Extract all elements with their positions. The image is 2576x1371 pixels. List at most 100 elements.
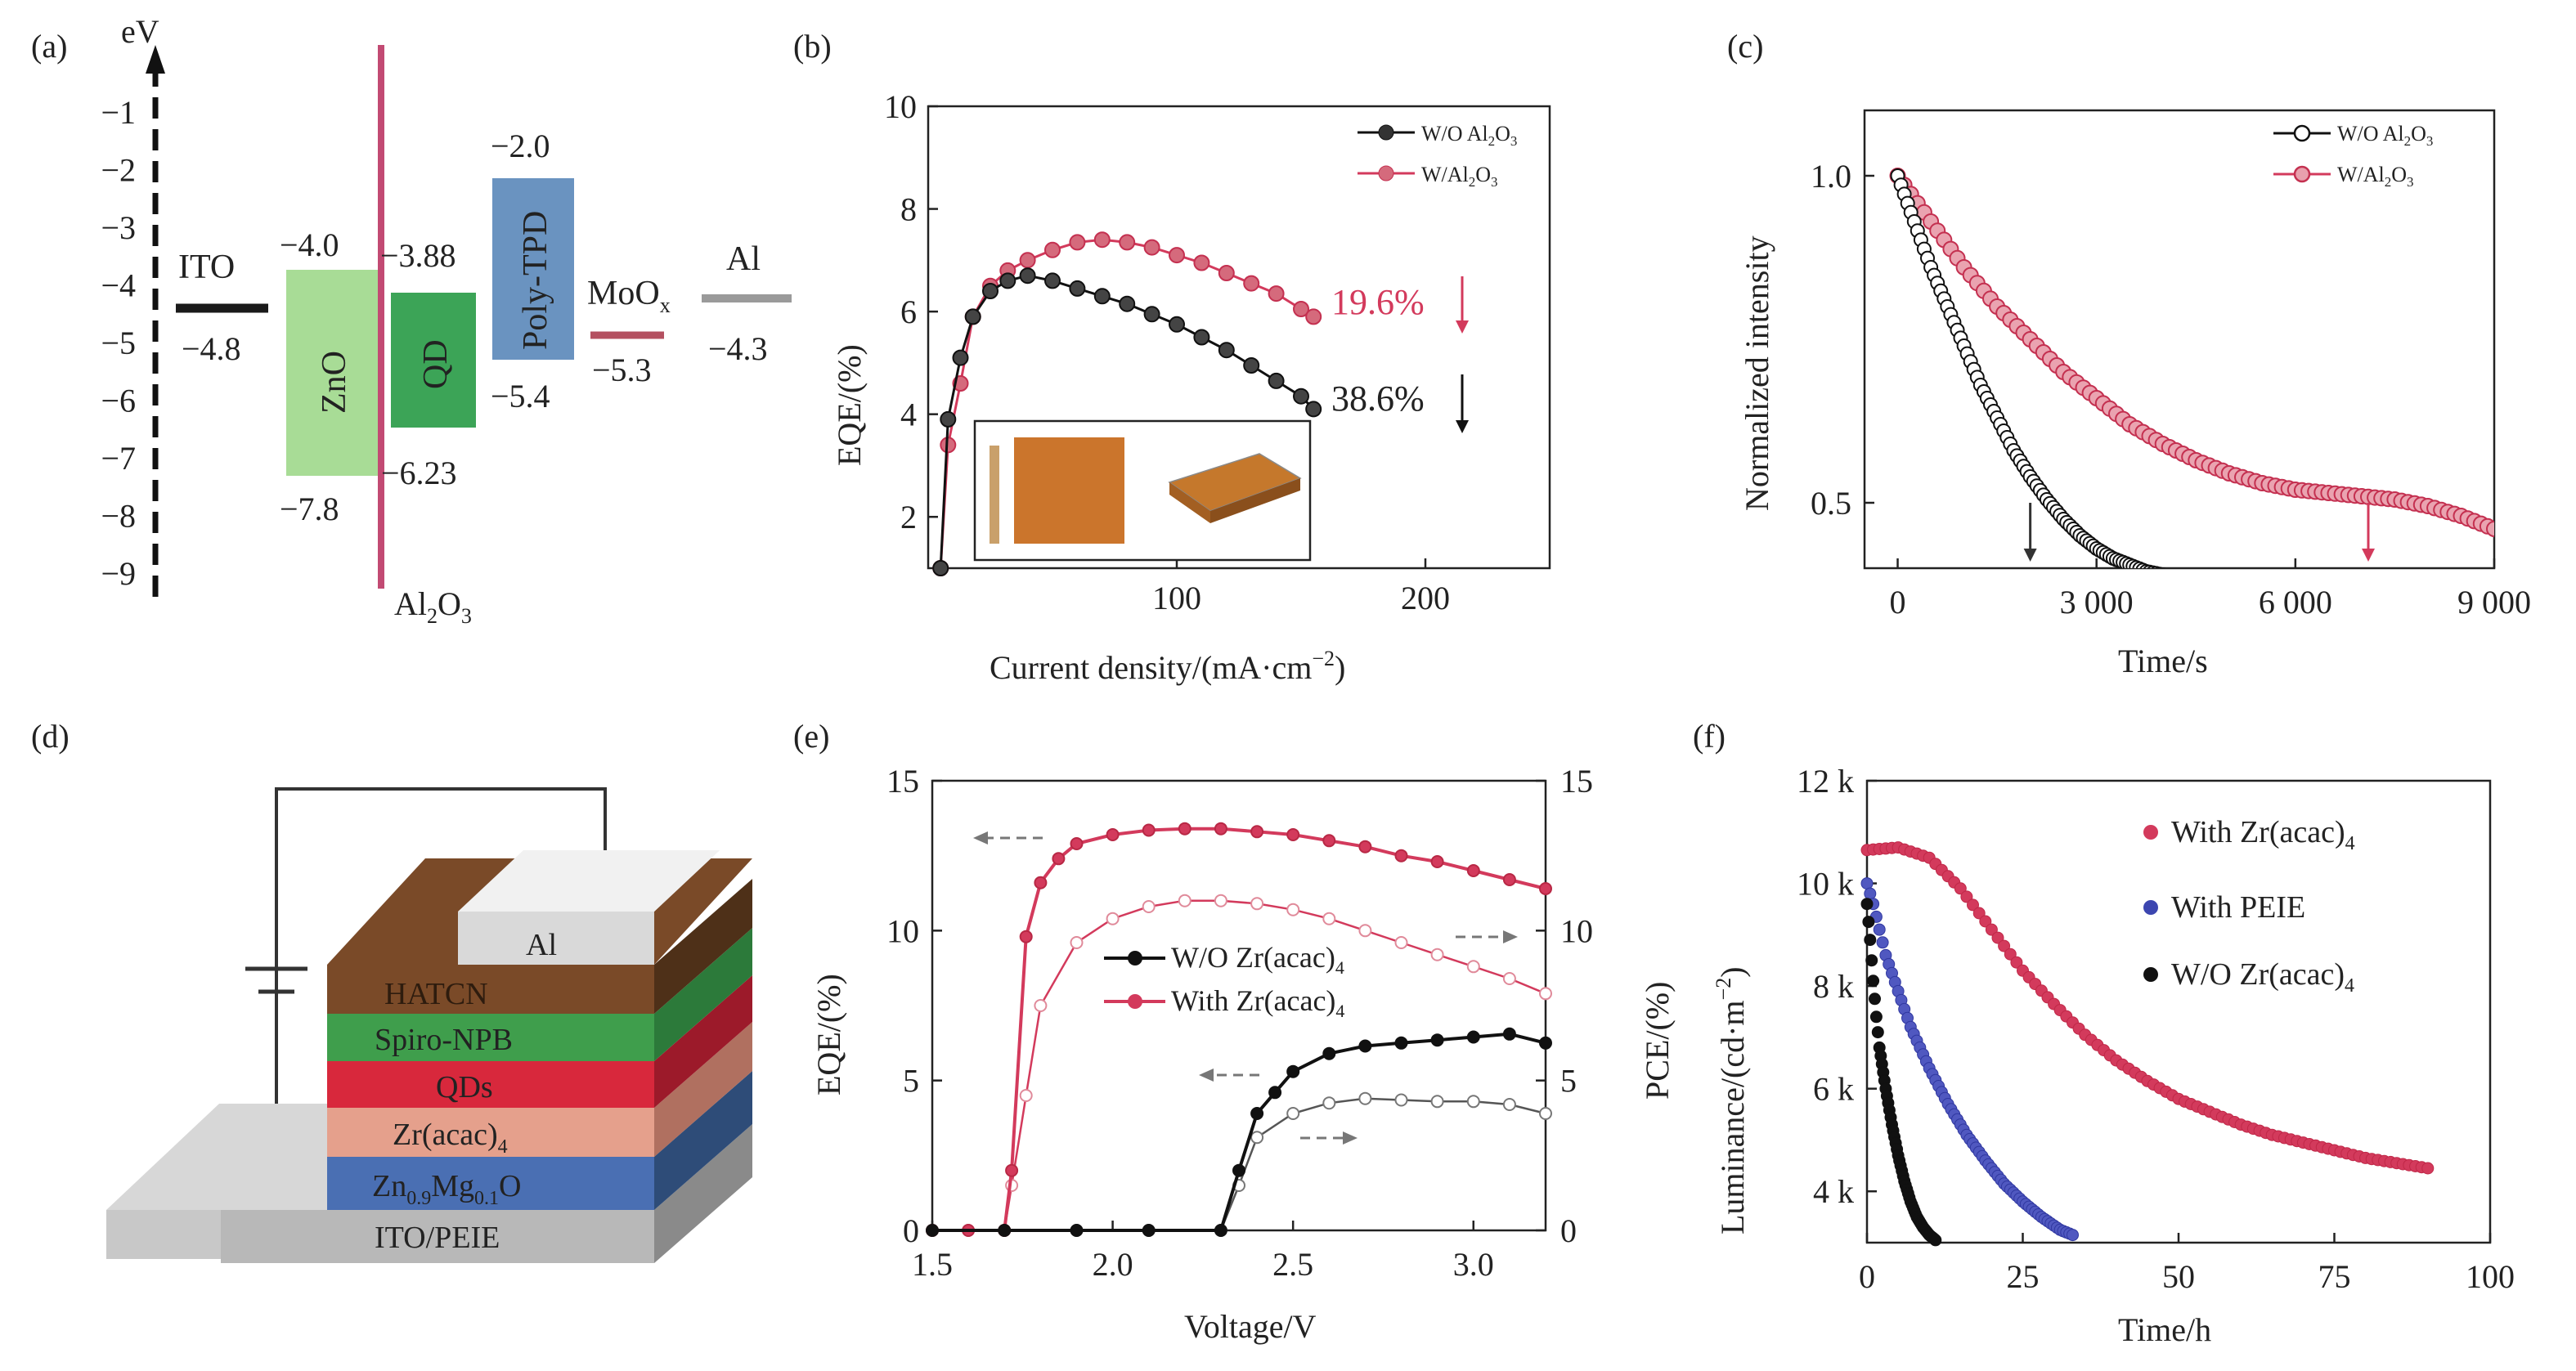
series-wo-zr-pce-point [1502, 1098, 1516, 1111]
arrowhead-eqe-with [973, 831, 988, 845]
legend-marker-wo-zr-f [2143, 967, 2158, 982]
zno-top-value: −4.0 [280, 226, 339, 263]
y-tick-label: 4 k [1813, 1173, 1854, 1210]
series-wo-al2o3-point [964, 308, 981, 325]
legend-marker-with-zr-f [2143, 825, 2158, 840]
series-wo-zr-f-point [1869, 1010, 1883, 1024]
series-wo-zr-pce-point [1250, 1131, 1264, 1145]
plot-b-ticks: 100 200 2 4 6 8 10 [884, 88, 1450, 616]
x-tick-label: 0 [1859, 1258, 1875, 1295]
series-w-al2o3-point [1305, 308, 1322, 325]
series-peie-f-point [1873, 923, 1886, 936]
series-wo-al2o3-point [1268, 372, 1285, 389]
poly-tpd-top-value: −2.0 [491, 128, 550, 164]
series-with-zr-eqe-point [1106, 828, 1120, 841]
energy-axis-unit: eV [121, 13, 159, 50]
series-with-zr-f-point [1998, 939, 2011, 952]
series-wo-zr-eqe-point [1394, 1036, 1408, 1050]
y-tick-label-left: 5 [903, 1063, 919, 1100]
series-with-zr-eqe-point [1019, 930, 1033, 943]
y-tick-label-left: 10 [886, 912, 919, 949]
series-with-zr-eqe-point [1286, 828, 1300, 841]
x-tick-label: 6 000 [2259, 584, 2332, 621]
series-peie-f-point [2067, 1229, 2079, 1242]
series-wo-zr-eqe-point [1286, 1064, 1300, 1078]
al2o3-label: Al2O3 [394, 585, 472, 628]
series-with-zr-pce-point [1502, 972, 1516, 985]
legend-label-wo-al2o3-c: W/O Al2O3 [2337, 122, 2433, 149]
series-with-zr-pce-point [1286, 903, 1300, 916]
series-wo-al2o3-point [1044, 272, 1061, 289]
series-with-zr-pce-point [1019, 1089, 1033, 1102]
series-with-zr-eqe-point [1034, 876, 1048, 889]
device-stack [221, 850, 752, 1263]
series-with-zr-pce-point [1430, 948, 1444, 961]
legend-marker-peie-f [2143, 900, 2158, 915]
energy-tick-labels: −1 −2 −3 −4 −5 −6 −7 −8 −9 [101, 94, 136, 592]
series-peie-f-point [1860, 877, 1874, 890]
series-wo-zr-eqe-point [1358, 1039, 1372, 1053]
y-tick-label: 6 k [1813, 1071, 1854, 1108]
series-with-zr-pce-point [1106, 912, 1120, 925]
panel-c: (c) 0 3 000 6 000 9 000 0.5 1.0 Normalized in… [1727, 28, 2531, 679]
series-with-zr-f-point [1991, 931, 2004, 944]
al-label: Al [726, 240, 761, 278]
poly-tpd-bottom-value: −5.4 [491, 378, 550, 414]
series-peie-f-point [1864, 887, 1877, 900]
plot-e-xlabel: Voltage/V [1184, 1308, 1317, 1345]
series-with-zr-pce-point [1358, 924, 1372, 938]
series-wo-al2o3-point [1093, 288, 1111, 305]
series-with-zr-pce-point [1250, 897, 1264, 911]
panel-b-label: (b) [793, 28, 832, 65]
series-wo-zr-eqe-point [1322, 1046, 1336, 1060]
series-wo-zr-eqe-point [926, 1224, 939, 1237]
zno-bottom-value: −7.8 [280, 491, 339, 527]
series-w-al2o3-point [1193, 254, 1210, 271]
moox-label: MoOx [587, 275, 671, 317]
series-wo-zr-eqe-point [1539, 1036, 1552, 1050]
energy-tick-label: −9 [101, 555, 136, 592]
series-with-zr-eqe-point [1214, 822, 1227, 836]
panel-a: (a) eV −1 −2 −3 −4 −5 −6 −7 −8 −9 ITO −4.8 ZnO −… [31, 13, 792, 628]
series-with-zr-eqe-point [1005, 1163, 1019, 1177]
series-with-zr-pce-point [1466, 960, 1480, 974]
panel-d: (d) [31, 718, 752, 1263]
series-wo-zr-f-point [1864, 934, 1877, 947]
panel-c-label: (c) [1727, 28, 1763, 65]
plot-e-ticks: 1.5 2.0 2.5 3.0 0 0 5 5 10 10 15 15 [886, 763, 1593, 1283]
znmgo-side [654, 1071, 752, 1210]
half-life-arrowhead [2362, 549, 2375, 562]
legend-marker-w-al2o3 [1378, 165, 1394, 181]
series-with-zr-eqe-point [1430, 855, 1444, 868]
arrowhead-eqe-wo [1199, 1069, 1214, 1082]
plot-c-ticks: 0 3 000 6 000 9 000 0.5 1.0 [1811, 158, 2531, 621]
panel-a-label: (a) [31, 28, 67, 65]
layer-label-qds: QDs [436, 1070, 493, 1104]
series-wo-zr-eqe-line [932, 1032, 1546, 1232]
qds-layer [327, 1061, 654, 1108]
ito-value: −4.8 [182, 330, 241, 367]
x-tick-label: 200 [1401, 580, 1450, 616]
annotation-arrowhead-black [1456, 420, 1469, 433]
series-with-zr-eqe-point [1142, 823, 1156, 837]
plot-b-frame [927, 105, 1551, 570]
panel-d-label: (d) [31, 718, 70, 755]
plot-b-legend: W/O Al2O3 W/Al2O3 [1358, 122, 1517, 190]
plot-c-legend: W/O Al2O3 W/Al2O3 [2273, 122, 2433, 190]
qd-band [391, 293, 476, 428]
series-wo-zr-eqe-point [1070, 1224, 1084, 1237]
x-tick-label: 100 [2466, 1258, 2515, 1295]
series-with-zr-f-point [1985, 923, 1998, 936]
arrowhead-pce-with [1503, 930, 1518, 943]
afm-2d-image [1014, 437, 1124, 544]
x-tick-label: 9 000 [2457, 584, 2531, 621]
series-wo-al2o3-point [1305, 401, 1322, 418]
annotation-arrowhead-red [1456, 320, 1469, 334]
series-with-zr-pce-point [1070, 936, 1084, 949]
energy-tick-label: −6 [101, 383, 136, 419]
qds-side [654, 975, 752, 1108]
legend-label-wo-al2o3: W/O Al2O3 [1421, 122, 1517, 149]
afm-2d-texture [1014, 437, 1124, 544]
series-wo-zr-eqe-point [1430, 1033, 1444, 1047]
